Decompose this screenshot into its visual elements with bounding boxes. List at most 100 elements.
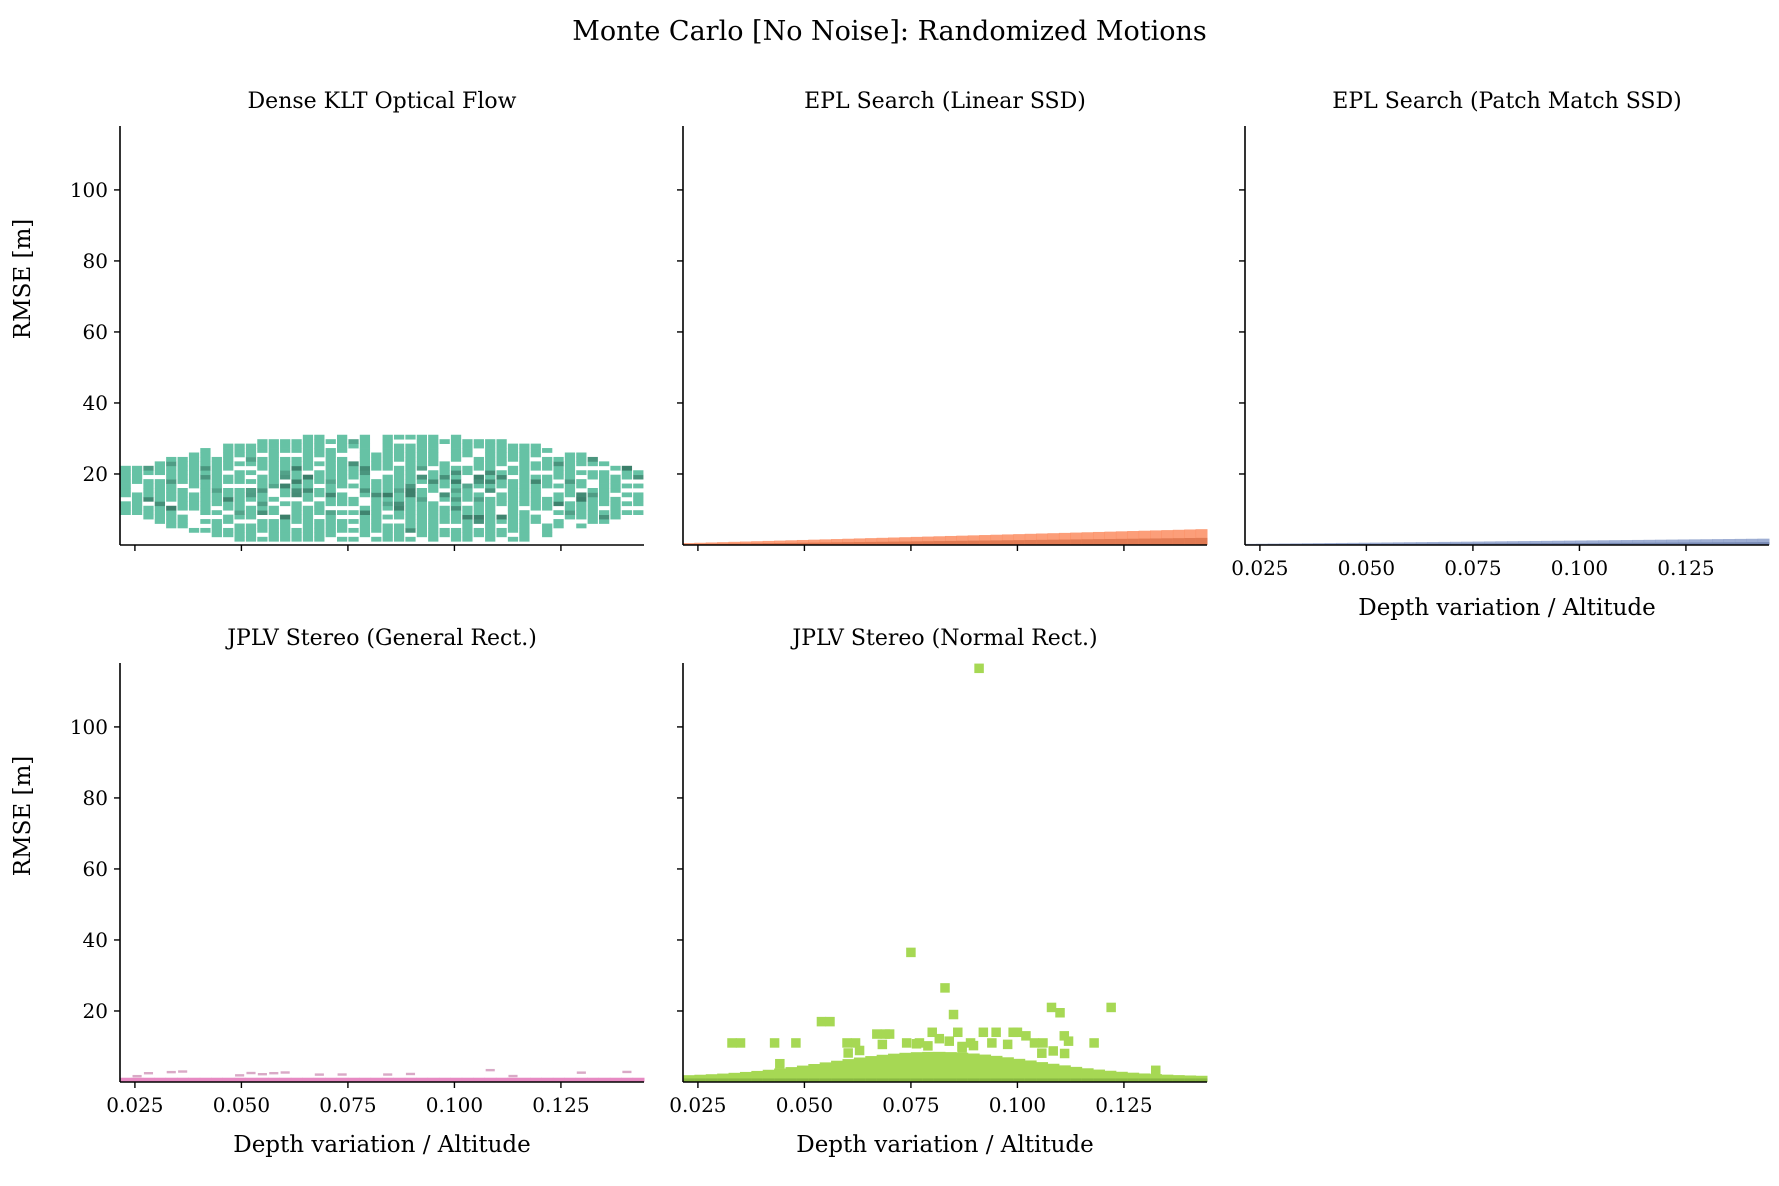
density-cell: [280, 456, 291, 462]
density-cell: [382, 474, 393, 480]
density-cell: [416, 439, 427, 444]
density-cell: [450, 483, 462, 489]
density-cell: [428, 461, 439, 467]
density-cell: [576, 501, 587, 507]
y-axis-label: RMSE [m]: [10, 756, 36, 876]
density-cell: [359, 474, 371, 480]
density-cell: [842, 538, 855, 545]
density-cell: [519, 523, 530, 529]
density-cell: [439, 496, 450, 502]
density-cell: [576, 492, 587, 498]
density-cell: [200, 479, 211, 484]
density-cell: [211, 465, 222, 471]
density-cell: [280, 483, 291, 489]
outlier-cell: [991, 1027, 1001, 1038]
density-cell: [245, 443, 257, 449]
density-cell: [785, 540, 798, 545]
density-cell: [405, 456, 416, 462]
density-cell: [257, 483, 268, 489]
density-cell: [223, 474, 234, 480]
panel-5: JPLV Stereo (Normal Rect.) 0.025 0.050 0.07…: [669, 626, 1208, 1158]
density-cell: [1058, 539, 1071, 545]
density-cell: [1104, 1070, 1117, 1082]
density-cell: [530, 488, 541, 493]
density-cell: [507, 519, 519, 524]
density-cell: [257, 536, 268, 542]
density-cell: [450, 448, 462, 453]
density-cell: [694, 542, 707, 545]
density-cell: [496, 474, 507, 480]
density-cell: [280, 488, 291, 493]
density-cell: [279, 1077, 292, 1082]
density-cell: [416, 492, 427, 498]
density-cell: [910, 541, 923, 545]
density-cell: [154, 1077, 167, 1082]
density-cell: [177, 501, 188, 507]
density-cell: [188, 505, 200, 511]
density-cell: [382, 514, 393, 520]
density-cell: [599, 496, 610, 502]
density-cell: [1093, 539, 1105, 545]
density-cell: [450, 532, 462, 538]
density-cell: [485, 532, 496, 538]
density-cell: [371, 492, 382, 498]
density-cell: [382, 496, 393, 502]
density-cell: [268, 448, 279, 453]
density-cell: [519, 514, 530, 520]
density-cell: [404, 1077, 417, 1082]
density-cell: [519, 461, 530, 467]
density-cell: [234, 470, 245, 476]
density-cell: [257, 1073, 267, 1076]
density-cell: [245, 527, 257, 533]
density-cell: [371, 519, 382, 524]
density-cell: [154, 505, 165, 511]
density-cell: [1472, 541, 1485, 545]
density-cell: [1070, 1066, 1083, 1082]
density-cell: [291, 536, 302, 542]
density-cell: [1127, 531, 1140, 545]
density-cell: [576, 483, 587, 489]
density-cell: [1093, 531, 1105, 545]
density-cell: [774, 540, 787, 545]
density-cell: [177, 505, 188, 511]
density-cell: [599, 461, 610, 467]
x-tick-label: 0.125: [1095, 1093, 1152, 1117]
density-cell: [177, 474, 188, 480]
density-cell: [211, 510, 222, 515]
density-cell: [1598, 540, 1611, 545]
density-cell: [291, 465, 302, 471]
density-cell: [552, 1077, 565, 1082]
density-cell: [877, 1039, 888, 1050]
density-cell: [956, 1052, 969, 1082]
density-cell: [269, 1071, 279, 1075]
density-cell: [542, 461, 553, 467]
density-cell: [1013, 1058, 1026, 1082]
density-cell: [1138, 538, 1151, 545]
density-cell: [899, 537, 912, 545]
density-cell: [899, 541, 912, 545]
density-cell: [473, 443, 484, 449]
density-cell: [245, 532, 257, 538]
density-cell: [223, 492, 234, 498]
density-cell: [610, 465, 621, 471]
density-cell: [530, 452, 541, 458]
density-cell: [291, 461, 302, 467]
panel-title: JPLV Stereo (Normal Rect.): [790, 626, 1097, 651]
density-cell: [302, 505, 314, 511]
density-cell: [553, 492, 564, 498]
density-cell: [450, 470, 462, 476]
density-cell: [177, 470, 188, 476]
density-cell: [1655, 542, 1667, 545]
density-cell: [485, 536, 496, 542]
density-cell: [842, 1059, 855, 1082]
density-cell: [956, 535, 969, 545]
density-cell: [359, 488, 371, 493]
density-cell: [564, 514, 576, 520]
density-cell: [553, 474, 564, 480]
density-cell: [945, 535, 957, 545]
density-cell: [314, 452, 325, 458]
density-cell: [337, 492, 348, 498]
density-cell: [416, 434, 427, 440]
density-cell: [120, 470, 131, 476]
density-cell: [405, 519, 416, 524]
